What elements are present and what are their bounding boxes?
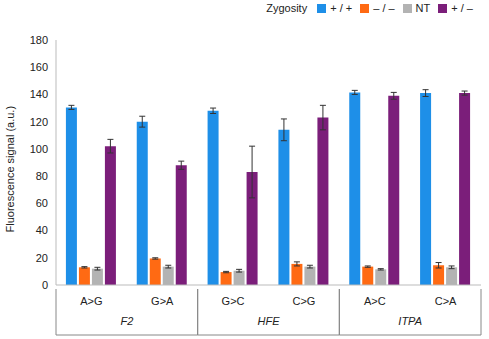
html-text:NT: NT: [415, 2, 431, 14]
svg-text:G>C: G>C: [222, 295, 245, 307]
svg-text:180: 180: [30, 34, 48, 46]
svg-text:A>G: A>G: [80, 295, 102, 307]
html-text:Zygosity: Zygosity: [266, 2, 308, 14]
svg-text:140: 140: [30, 88, 48, 100]
svg-text:G>A: G>A: [151, 295, 174, 307]
svg-text:100: 100: [30, 143, 48, 155]
svg-text:160: 160: [30, 61, 48, 73]
svg-text:120: 120: [30, 116, 48, 128]
svg-text:Fluorescence signal (a.u.): Fluorescence signal (a.u.): [8, 106, 16, 233]
svg-text:0: 0: [42, 279, 48, 291]
svg-text:ITPA: ITPA: [398, 315, 422, 327]
svg-text:A>C: A>C: [364, 295, 386, 307]
svg-text:60: 60: [36, 197, 48, 209]
svg-text:F2: F2: [120, 315, 133, 327]
svg-text:40: 40: [36, 224, 48, 236]
svg-text:C>G: C>G: [292, 295, 315, 307]
svg-text:80: 80: [36, 170, 48, 182]
svg-text:C>A: C>A: [435, 295, 457, 307]
svg-text:20: 20: [36, 252, 48, 264]
svg-text:HFE: HFE: [258, 315, 281, 327]
